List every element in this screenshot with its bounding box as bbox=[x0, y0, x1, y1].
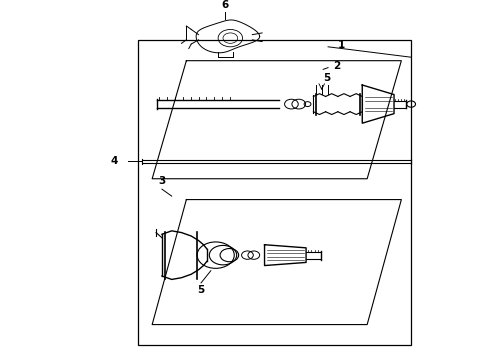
Text: 5: 5 bbox=[323, 73, 330, 83]
Text: 1: 1 bbox=[338, 40, 345, 50]
Text: 3: 3 bbox=[158, 176, 166, 186]
Text: 2: 2 bbox=[333, 61, 340, 71]
Text: 6: 6 bbox=[222, 0, 229, 10]
Text: 4: 4 bbox=[111, 156, 118, 166]
Text: 5: 5 bbox=[197, 285, 205, 294]
Bar bbox=[138, 40, 411, 345]
